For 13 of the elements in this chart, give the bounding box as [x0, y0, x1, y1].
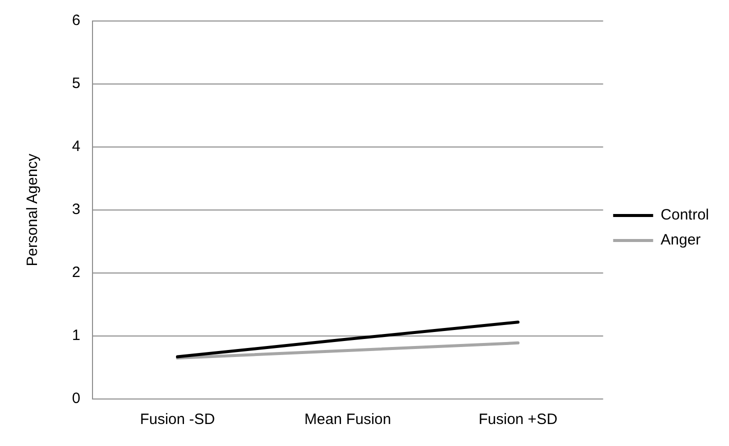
- y-tick-label: 1: [72, 327, 80, 344]
- y-tick-label: 6: [72, 12, 80, 30]
- y-tick-label: 3: [72, 201, 80, 218]
- y-tick-label: 5: [72, 75, 80, 92]
- x-tick-label: Mean Fusion: [304, 411, 392, 428]
- x-tick-label: Fusion +SD: [478, 411, 558, 428]
- y-tick-label: 0: [72, 390, 80, 408]
- y-axis-title: Personal Agency: [24, 153, 42, 266]
- y-tick-label: 4: [72, 138, 80, 156]
- legend-label: Control: [660, 206, 710, 224]
- y-tick-label: 2: [72, 264, 80, 282]
- x-tick-label: Fusion -SD: [140, 411, 216, 428]
- legend-label: Anger: [660, 232, 701, 249]
